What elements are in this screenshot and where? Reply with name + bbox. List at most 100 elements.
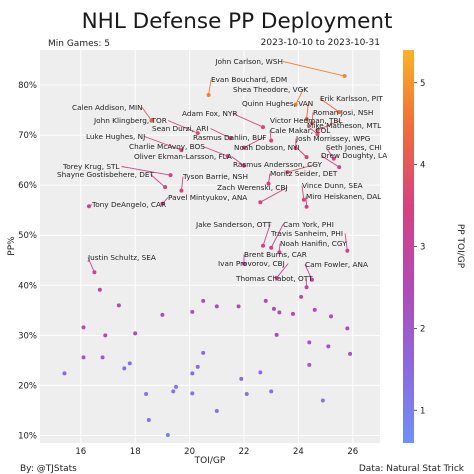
data-point: [149, 118, 154, 123]
label-leader: [210, 128, 231, 139]
x-tick-label: 24: [293, 447, 304, 457]
data-point: [62, 371, 67, 376]
label-leader: [202, 146, 228, 157]
data-point: [301, 197, 306, 202]
data-point: [261, 125, 266, 130]
data-labels: John Carlson, WSH Evan Bouchard, EDMShea …: [57, 57, 387, 283]
data-label: Evan Bouchard, EDM: [211, 75, 287, 84]
data-label: Tony DeAngelo, CAR: [91, 200, 166, 209]
label-leader: [325, 147, 335, 159]
data-point: [277, 310, 282, 315]
label-leader: [167, 120, 198, 134]
data-label: Zach Werenski, CBJ: [217, 183, 288, 192]
data-point: [310, 277, 314, 282]
data-point: [263, 298, 268, 303]
data-point: [163, 185, 168, 190]
data-label: Jake Sanderson, OTT: [195, 220, 272, 229]
data-point: [160, 312, 165, 317]
data-point: [214, 304, 219, 309]
data-point: [174, 384, 178, 389]
data-label: Roman Josi, NSH: [313, 108, 373, 117]
data-label: Moritz Seider, DET: [270, 169, 338, 178]
data-point: [274, 332, 279, 337]
data-point: [304, 117, 309, 122]
x-tick-label: 16: [75, 447, 86, 457]
y-tick-label: 10%: [18, 431, 37, 441]
data-point: [127, 361, 132, 366]
footer-credit: By: @TJStats: [20, 464, 77, 474]
chart-subtitle-left: Min Games: 5: [48, 39, 110, 49]
data-label: Drew Doughty, LA: [321, 151, 387, 160]
data-point: [122, 366, 127, 371]
data-point: [195, 131, 200, 136]
data-point: [269, 138, 274, 143]
data-point: [266, 181, 271, 186]
footer-source: Data: Natural Stat Trick: [359, 464, 465, 474]
data-label: Cam York, PHI: [283, 220, 334, 229]
data-label: John Carlson, WSH: [214, 57, 283, 66]
data-point: [165, 432, 170, 437]
data-point: [304, 155, 309, 160]
data-point: [242, 163, 246, 168]
y-tick-label: 30%: [18, 331, 37, 341]
data-point: [144, 391, 149, 396]
label-leader: [208, 79, 212, 96]
data-point: [133, 331, 138, 336]
data-label: Ivan Provorov, CBJ: [218, 259, 285, 268]
label-leader: [296, 147, 307, 158]
colorbar-tick-label: 2: [420, 324, 425, 334]
data-point: [171, 389, 176, 394]
data-point: [299, 294, 304, 299]
data-point: [201, 350, 206, 355]
data-label: Pavel Mintyukov, ANA: [168, 193, 247, 202]
label-leader: [144, 136, 182, 151]
data-point: [315, 128, 320, 133]
data-point: [179, 188, 184, 193]
label-leader: [319, 98, 340, 113]
data-point: [307, 362, 312, 367]
label-leader: [320, 155, 340, 168]
data-label: Shayne Gostisbehere, DET: [57, 170, 155, 179]
colorbar-tick-label: 1: [420, 406, 425, 416]
data-label: Adam Fox, NYR: [182, 109, 238, 118]
data-label: Cam Fowler, ANA: [305, 260, 368, 269]
data-label: Mike Matheson, MTL: [307, 121, 382, 130]
label-leader: [262, 224, 271, 246]
data-point: [348, 351, 353, 356]
colorbar-ticks: 1 2 3 4 5: [414, 79, 425, 416]
data-point: [337, 165, 342, 170]
data-label: John Klingberg, TOR: [93, 116, 167, 125]
data-label: Josh Morrissey, WPG: [295, 134, 371, 143]
data-point: [293, 146, 298, 151]
data-point: [329, 314, 334, 319]
data-point: [225, 154, 230, 159]
data-point: [92, 270, 97, 275]
data-point: [86, 204, 91, 209]
data-label: Luke Hughes, NJ: [86, 132, 145, 141]
label-leader: [344, 233, 348, 251]
label-leader: [231, 156, 245, 167]
data-point: [190, 371, 195, 376]
y-tick-label: 60%: [18, 181, 37, 191]
label-leader: [306, 103, 309, 120]
data-point: [304, 285, 309, 290]
y-ticks: 10% 20% 30% 40% 50% 60% 70% 80%: [18, 81, 37, 441]
label-leader: [306, 125, 318, 135]
label-leader: [141, 107, 152, 121]
label-leader: [270, 224, 284, 248]
label-leader: [243, 137, 264, 149]
chart-subtitle-right: 2023-10-10 to 2023-10-31: [261, 38, 380, 48]
data-point: [331, 156, 336, 161]
colorbar-tick-label: 3: [420, 243, 425, 253]
data-point: [290, 311, 295, 316]
label-leader: [276, 263, 289, 279]
data-label: Cale Makar, COL: [270, 126, 331, 135]
label-leader: [282, 61, 345, 77]
data-label: Oliver Ekman-Larsson, FLA: [134, 152, 232, 161]
data-point: [269, 245, 274, 250]
label-leader: [304, 264, 313, 280]
data-point: [242, 261, 246, 266]
data-label: Thomas Chabot, OTT: [235, 274, 313, 283]
data-label: Travis Sanheim, PHI: [270, 229, 343, 238]
data-point: [342, 74, 347, 79]
